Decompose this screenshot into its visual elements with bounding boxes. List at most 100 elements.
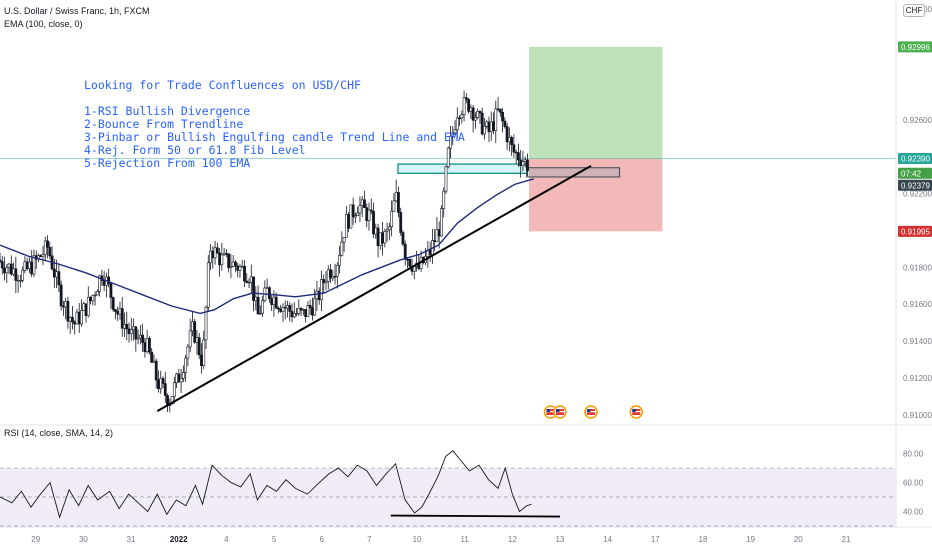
candle-up bbox=[204, 306, 208, 341]
annotation-line: 5-Rejection From 100 EMA bbox=[84, 156, 251, 170]
candle-up bbox=[374, 227, 378, 235]
candle-down bbox=[9, 263, 13, 275]
candle-down bbox=[211, 250, 215, 259]
candle-down bbox=[467, 99, 471, 112]
event-flag-icon bbox=[543, 405, 558, 419]
annotation-line: 3-Pinbar or Bullish Engulfing candle Tre… bbox=[84, 130, 465, 144]
candle-down bbox=[317, 290, 321, 301]
candle-down bbox=[322, 279, 326, 284]
flag-canton bbox=[546, 409, 550, 412]
time-tick-label: 18 bbox=[699, 535, 708, 544]
candle-up bbox=[335, 264, 339, 277]
price-tag bbox=[898, 41, 932, 53]
candle-up bbox=[213, 247, 217, 259]
candle-down bbox=[141, 334, 145, 343]
candle-down bbox=[120, 308, 124, 329]
candle-up bbox=[272, 296, 276, 305]
candle-down bbox=[89, 296, 92, 302]
flag-canton bbox=[632, 409, 636, 412]
candle-down bbox=[193, 321, 197, 343]
candle-up bbox=[152, 360, 156, 363]
candle-up bbox=[306, 305, 310, 317]
candle-up bbox=[191, 321, 194, 332]
candle-up bbox=[98, 275, 102, 292]
ema-legend[interactable]: EMA (100, close, 0) bbox=[4, 19, 83, 29]
candle-up bbox=[387, 226, 391, 231]
candle-down bbox=[224, 253, 228, 255]
candle-up bbox=[159, 378, 163, 389]
candle-up bbox=[344, 214, 348, 238]
candle-up bbox=[354, 215, 357, 218]
time-tick-label: 2022 bbox=[170, 535, 188, 544]
candle-down bbox=[236, 265, 240, 271]
candle-up bbox=[28, 261, 31, 269]
candle-down bbox=[274, 296, 278, 309]
currency-badge[interactable]: CHF bbox=[903, 4, 925, 17]
candle-down bbox=[125, 324, 129, 330]
candle-up bbox=[188, 330, 192, 348]
candle-down bbox=[397, 192, 400, 213]
candle-down bbox=[311, 307, 314, 316]
candle-down bbox=[157, 379, 160, 389]
candle-down bbox=[39, 255, 43, 258]
candle-down bbox=[71, 316, 74, 323]
candle-down bbox=[25, 261, 29, 269]
candle-up bbox=[340, 241, 344, 256]
candle-up bbox=[507, 137, 511, 143]
candle-up bbox=[184, 357, 188, 373]
candle-down bbox=[200, 354, 203, 366]
candle-down bbox=[277, 307, 280, 310]
candle-up bbox=[16, 280, 20, 282]
candle-up bbox=[206, 262, 210, 308]
candle-up bbox=[82, 303, 86, 311]
candle-down bbox=[279, 308, 283, 312]
candle-down bbox=[245, 280, 249, 283]
rsi-legend[interactable]: RSI (14, close, SMA, 14, 2) bbox=[4, 428, 114, 438]
text-annotation[interactable]: Looking for Trade Confluences on USD/CHF… bbox=[84, 79, 465, 170]
candle-down bbox=[52, 268, 56, 278]
candle-up bbox=[231, 261, 235, 267]
candle-up bbox=[95, 291, 99, 296]
rsi-tick-label: 80.00 bbox=[903, 450, 924, 459]
candle-down bbox=[401, 232, 405, 245]
price-tag-label: 0.91995 bbox=[901, 227, 930, 236]
candle-up bbox=[5, 267, 9, 274]
candle-up bbox=[449, 136, 452, 149]
price-tick-label: 0.92200 bbox=[903, 190, 932, 199]
candle-down bbox=[66, 301, 70, 322]
price-tag bbox=[898, 153, 932, 165]
candle-down bbox=[299, 308, 303, 311]
candle-down bbox=[111, 297, 115, 310]
candle-down bbox=[288, 305, 292, 312]
candle-down bbox=[116, 311, 120, 315]
candle-up bbox=[249, 276, 253, 283]
time-tick-label: 6 bbox=[319, 535, 324, 544]
time-tick-label: 19 bbox=[746, 535, 755, 544]
candle-up bbox=[175, 373, 178, 384]
candle-up bbox=[129, 329, 133, 334]
candle-up bbox=[32, 255, 36, 275]
candle-down bbox=[127, 328, 131, 334]
candle-down bbox=[512, 144, 516, 153]
candle-down bbox=[408, 259, 412, 267]
candle-down bbox=[381, 232, 384, 244]
flag-white-stripe bbox=[556, 411, 564, 413]
candle-down bbox=[234, 261, 237, 267]
candle-up bbox=[360, 199, 364, 206]
candle-up bbox=[338, 255, 341, 266]
candle-up bbox=[132, 326, 135, 331]
candle-down bbox=[150, 351, 154, 363]
candle-down bbox=[290, 311, 294, 318]
annotation-line: 4-Rej. Form 50 or 61.8 Fib Level bbox=[84, 143, 306, 157]
candle-up bbox=[21, 269, 25, 281]
candle-down bbox=[399, 212, 403, 233]
price-tick-label: 0.91200 bbox=[903, 374, 932, 383]
candle-down bbox=[480, 112, 484, 135]
time-tick-label: 10 bbox=[413, 535, 422, 544]
time-tick-label: 29 bbox=[31, 535, 40, 544]
candle-down bbox=[526, 159, 529, 172]
candle-up bbox=[64, 301, 68, 308]
candle-up bbox=[23, 261, 27, 271]
time-tick-label: 21 bbox=[842, 535, 851, 544]
